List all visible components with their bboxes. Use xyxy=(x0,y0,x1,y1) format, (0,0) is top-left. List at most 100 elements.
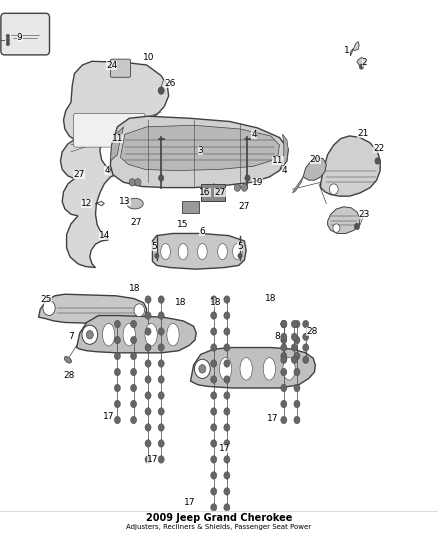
Ellipse shape xyxy=(233,244,242,260)
Circle shape xyxy=(145,328,151,335)
Circle shape xyxy=(238,253,242,259)
Circle shape xyxy=(114,320,120,328)
Circle shape xyxy=(159,175,164,181)
Circle shape xyxy=(158,408,164,415)
Circle shape xyxy=(294,352,300,360)
Circle shape xyxy=(224,360,230,367)
Text: 12: 12 xyxy=(81,199,92,208)
Text: 4: 4 xyxy=(105,166,110,175)
Circle shape xyxy=(158,376,164,383)
Text: 18: 18 xyxy=(129,285,141,293)
Circle shape xyxy=(82,325,98,344)
Polygon shape xyxy=(60,61,169,268)
Polygon shape xyxy=(293,177,303,193)
Circle shape xyxy=(211,376,217,383)
Circle shape xyxy=(114,352,120,360)
Bar xyxy=(0,511,438,533)
Circle shape xyxy=(131,320,137,328)
Circle shape xyxy=(145,424,151,431)
Circle shape xyxy=(281,356,287,364)
Text: 17: 17 xyxy=(219,445,230,453)
Circle shape xyxy=(158,456,164,463)
Circle shape xyxy=(155,253,159,259)
Circle shape xyxy=(158,328,164,335)
Circle shape xyxy=(291,344,297,351)
Circle shape xyxy=(303,344,309,351)
Circle shape xyxy=(114,400,120,408)
Circle shape xyxy=(224,312,230,319)
Circle shape xyxy=(224,376,230,383)
Polygon shape xyxy=(77,316,196,353)
Text: 27: 27 xyxy=(130,219,141,227)
FancyBboxPatch shape xyxy=(110,59,131,77)
Circle shape xyxy=(224,472,230,479)
Circle shape xyxy=(131,400,137,408)
Polygon shape xyxy=(39,294,147,324)
Circle shape xyxy=(281,384,287,392)
Circle shape xyxy=(199,365,206,373)
Circle shape xyxy=(158,440,164,447)
Circle shape xyxy=(281,344,287,351)
Circle shape xyxy=(131,416,137,424)
Text: 8: 8 xyxy=(274,333,280,341)
Circle shape xyxy=(129,179,135,186)
Circle shape xyxy=(158,87,164,94)
Polygon shape xyxy=(279,134,288,171)
Ellipse shape xyxy=(263,358,276,380)
Circle shape xyxy=(6,34,10,38)
Text: 4: 4 xyxy=(282,166,287,175)
Circle shape xyxy=(224,456,230,463)
Circle shape xyxy=(134,304,145,317)
Circle shape xyxy=(224,488,230,495)
Text: 14: 14 xyxy=(99,231,110,240)
Circle shape xyxy=(86,330,93,339)
Circle shape xyxy=(211,392,217,399)
Ellipse shape xyxy=(123,324,135,346)
Text: 22: 22 xyxy=(373,144,385,152)
Text: 28: 28 xyxy=(64,372,75,380)
FancyBboxPatch shape xyxy=(74,114,145,147)
Bar xyxy=(182,201,199,213)
Circle shape xyxy=(211,296,217,303)
Circle shape xyxy=(131,336,137,344)
Text: 25: 25 xyxy=(40,295,52,304)
Text: 9: 9 xyxy=(17,33,23,42)
Circle shape xyxy=(114,384,120,392)
Text: 27: 27 xyxy=(239,203,250,211)
Polygon shape xyxy=(120,125,279,171)
Ellipse shape xyxy=(240,358,252,380)
Ellipse shape xyxy=(127,198,143,209)
FancyBboxPatch shape xyxy=(1,13,49,55)
Circle shape xyxy=(303,333,309,341)
Text: 3: 3 xyxy=(198,146,204,155)
Polygon shape xyxy=(357,58,366,66)
Circle shape xyxy=(158,360,164,367)
Polygon shape xyxy=(321,136,380,196)
Circle shape xyxy=(145,360,151,367)
Circle shape xyxy=(211,312,217,319)
Circle shape xyxy=(294,400,300,408)
Text: 5: 5 xyxy=(151,242,157,251)
Circle shape xyxy=(359,64,364,69)
Circle shape xyxy=(281,333,287,341)
Polygon shape xyxy=(110,127,124,161)
Text: 11: 11 xyxy=(112,134,123,143)
Circle shape xyxy=(224,328,230,335)
Text: 17: 17 xyxy=(147,455,158,464)
Circle shape xyxy=(303,320,309,328)
Text: 6: 6 xyxy=(199,228,205,236)
Ellipse shape xyxy=(178,244,188,260)
Text: 21: 21 xyxy=(357,129,368,138)
Ellipse shape xyxy=(198,244,207,260)
Circle shape xyxy=(281,400,287,408)
Text: 17: 17 xyxy=(184,498,195,506)
Text: 26: 26 xyxy=(164,79,176,88)
Circle shape xyxy=(145,296,151,303)
Circle shape xyxy=(234,184,240,191)
Ellipse shape xyxy=(219,358,232,380)
Circle shape xyxy=(211,440,217,447)
Text: 24: 24 xyxy=(106,61,117,69)
Circle shape xyxy=(145,392,151,399)
Circle shape xyxy=(224,424,230,431)
Circle shape xyxy=(281,320,287,328)
